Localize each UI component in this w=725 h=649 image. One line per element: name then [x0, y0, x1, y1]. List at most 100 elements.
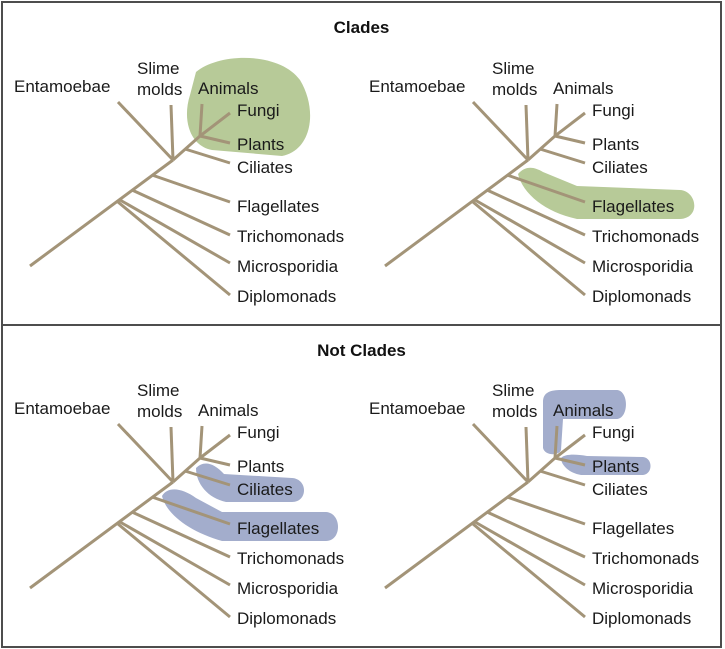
tree-branch	[524, 426, 530, 483]
diplomonads-label: Diplomonads	[237, 609, 336, 628]
flagellates-label: Flagellates	[592, 197, 674, 216]
tree-branch	[472, 522, 586, 619]
tree-branch	[554, 111, 586, 138]
tree-branch	[553, 425, 559, 459]
diplomonads-label: Diplomonads	[592, 609, 691, 628]
microsporidia-label: Microsporidia	[592, 257, 694, 276]
tree-branch	[553, 103, 559, 137]
plants-label: Plants	[237, 457, 284, 476]
tree-branch	[486, 188, 586, 237]
entamoebae-label: Entamoebae	[14, 77, 110, 96]
tree-branch	[117, 200, 231, 297]
tree-branch	[184, 147, 231, 165]
animals-label: Animals	[553, 79, 613, 98]
ciliates-label: Ciliates	[237, 480, 293, 499]
animals-label: Animals	[553, 401, 613, 420]
slime-molds-label: Slime	[137, 59, 180, 78]
slime-molds-label: molds	[492, 80, 537, 99]
tree-branch	[486, 510, 586, 559]
tree-branch	[506, 173, 586, 204]
microsporidia-label: Microsporidia	[237, 579, 339, 598]
tree-branch	[131, 510, 231, 559]
tree-clade-1: Entamoebae Slime molds Animals Fungi Plants Ci…	[14, 57, 344, 306]
tree-branch	[554, 456, 586, 467]
tree-branch	[116, 422, 175, 484]
trichomonads-label: Trichomonads	[592, 227, 699, 246]
tree-branch	[151, 173, 231, 204]
entamoebae-label: Entamoebae	[14, 399, 110, 418]
entamoebae-label: Entamoebae	[369, 77, 465, 96]
not-clades-panel: Not Clades	[1, 324, 722, 648]
tree-branch	[554, 134, 586, 145]
tree-branch	[117, 522, 231, 619]
fungi-label: Fungi	[592, 423, 635, 442]
tree-branch	[554, 433, 586, 460]
plants-label: Plants	[592, 135, 639, 154]
tree-branch	[471, 422, 530, 484]
tree-branch	[169, 104, 175, 161]
not-clade-highlight-ciliates	[196, 463, 304, 502]
plants-label: Plants	[237, 135, 284, 154]
clades-panel: Clades	[1, 1, 722, 326]
flagellates-label: Flagellates	[237, 519, 319, 538]
tree-branch	[471, 100, 530, 162]
fungi-label: Fungi	[237, 423, 280, 442]
tree-branch	[474, 198, 586, 265]
tree-branch	[29, 158, 174, 268]
slime-molds-label: Slime	[492, 381, 535, 400]
clade-highlight-flagellates	[518, 167, 695, 219]
slime-molds-label: molds	[137, 402, 182, 421]
tree-branch	[539, 147, 586, 165]
flagellates-label: Flagellates	[237, 197, 319, 216]
fungi-label: Fungi	[592, 101, 635, 120]
diplomonads-label: Diplomonads	[592, 287, 691, 306]
tree-branch	[151, 495, 231, 526]
tree-branch	[29, 480, 174, 590]
diplomonads-label: Diplomonads	[237, 287, 336, 306]
slime-molds-label: Slime	[492, 59, 535, 78]
tree-branch	[384, 480, 529, 590]
tree-branch	[472, 200, 586, 297]
tree-branch	[384, 158, 529, 268]
tree-clade-2: Entamoebae Slime molds Animals Fungi Plants Ci…	[369, 59, 699, 306]
microsporidia-label: Microsporidia	[237, 257, 339, 276]
ciliates-label: Ciliates	[237, 158, 293, 177]
tree-branch	[184, 469, 231, 487]
fungi-label: Fungi	[237, 101, 280, 120]
tree-branch	[199, 433, 231, 460]
tree-branch	[199, 456, 231, 467]
slime-molds-label: molds	[492, 402, 537, 421]
tree-branch	[119, 520, 231, 587]
animals-label: Animals	[198, 401, 258, 420]
tree-branch	[474, 520, 586, 587]
tree-branch	[539, 469, 586, 487]
trichomonads-label: Trichomonads	[592, 549, 699, 568]
animals-label: Animals	[198, 79, 258, 98]
tree-not-clade-2: Entamoebae Slime molds Animals Fungi Plants Ci…	[369, 381, 699, 628]
clades-title: Clades	[333, 18, 390, 37]
microsporidia-label: Microsporidia	[592, 579, 694, 598]
tree-branch	[198, 425, 204, 459]
not-clade-highlight-animals	[543, 390, 626, 455]
trichomonads-label: Trichomonads	[237, 549, 344, 568]
slime-molds-label: Slime	[137, 381, 180, 400]
ciliates-label: Ciliates	[592, 480, 648, 499]
tree-branch	[131, 188, 231, 237]
ciliates-label: Ciliates	[592, 158, 648, 177]
tree-not-clade-1: Entamoebae Slime molds Animals Fungi Plants Ci…	[14, 381, 344, 628]
trichomonads-label: Trichomonads	[237, 227, 344, 246]
tree-branch	[116, 100, 175, 162]
tree-branch	[199, 111, 231, 138]
tree-branch	[119, 198, 231, 265]
not-clade-highlight-flagellates	[162, 489, 338, 541]
flagellates-label: Flagellates	[592, 519, 674, 538]
clade-highlight-animals-fungi-plants	[186, 57, 311, 156]
slime-molds-label: molds	[137, 80, 182, 99]
entamoebae-label: Entamoebae	[369, 399, 465, 418]
tree-branch	[524, 104, 530, 161]
tree-branch	[169, 426, 175, 483]
tree-branch	[199, 134, 231, 145]
tree-branch	[198, 103, 204, 137]
not-clade-highlight-plants	[561, 454, 651, 475]
